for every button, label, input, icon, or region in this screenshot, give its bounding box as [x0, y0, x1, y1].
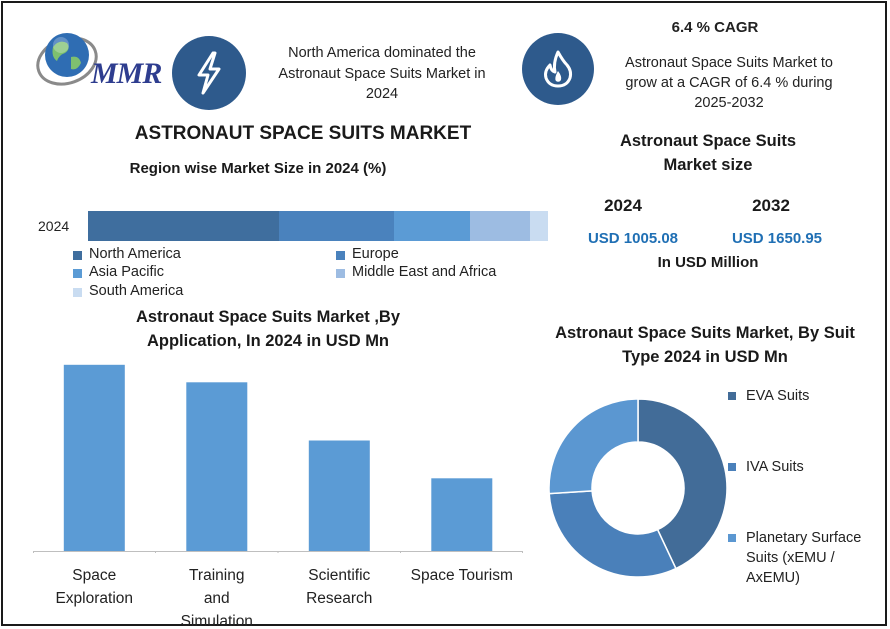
application-bar-scientific-research	[308, 440, 370, 551]
region-segment-south-america	[529, 211, 548, 241]
flame-icon	[544, 50, 573, 88]
application-chart-title: Astronaut Space Suits Market ,By Applica…	[135, 308, 401, 350]
cagr-title: 6.4 % CAGR	[671, 19, 759, 36]
suit-type-legend: EVA Suits IVA Suits Planetary Surface Suit…	[728, 386, 878, 596]
region-segment-middle-east-and-africa	[469, 211, 530, 241]
application-bar-space-exploration	[63, 364, 125, 551]
donut-slice-planetary-surface-suits-xemu-axemu	[548, 398, 639, 495]
suit-type-donut-chart	[548, 398, 728, 578]
application-category-labels: Space Exploration Training and Simulation…	[33, 564, 523, 629]
market-size-title: Astronaut Space Suits Market size	[619, 132, 797, 174]
region-segment-north-america	[88, 211, 279, 241]
market-unit: In USD Million	[657, 254, 759, 271]
region-legend-label-asia-pacific: Asia Pacific	[89, 264, 164, 280]
region-legend-label-europe: Europe	[352, 246, 399, 262]
donut-slice-eva-suits	[637, 398, 728, 570]
lightning-badge	[172, 36, 246, 110]
donut-legend-swatch-eva-suits	[728, 392, 736, 400]
region-legend-swatch-asia-pacific	[73, 269, 82, 278]
region-chart-title: Region wise Market Size in 2024 (%)	[129, 160, 387, 177]
application-bar-training-and-simulation	[186, 382, 248, 551]
application-tick-label-scientific-research: Scientific Research	[306, 567, 373, 607]
region-legend-label-middle-east-and-africa: Middle East and Africa	[352, 264, 497, 280]
globe-icon	[36, 33, 98, 86]
application-bar-chart	[33, 364, 523, 553]
mmr-logo: MMR	[29, 25, 179, 95]
region-stacked-bar	[88, 211, 548, 241]
region-legend-swatch-middle-east-and-africa	[336, 269, 345, 278]
region-category-label: 2024	[38, 218, 70, 234]
region-segment-asia-pacific	[393, 211, 470, 241]
region-legend-swatch-south-america	[73, 288, 82, 297]
region-legend: North America Europe Asia Pacific Middle Ea…	[73, 246, 533, 302]
application-tick-label-space-tourism: Space Tourism	[410, 567, 513, 584]
region-legend-swatch-north-america	[73, 251, 82, 260]
market-year-2032: 2032	[752, 196, 790, 215]
main-title: ASTRONAUT SPACE SUITS MARKET	[134, 123, 472, 144]
market-value-2032: USD 1650.95	[731, 230, 823, 247]
region-legend-label-north-america: North America	[89, 246, 181, 262]
flame-badge	[522, 33, 594, 105]
region-legend-label-south-america: South America	[89, 283, 184, 299]
donut-legend-swatch-iva-suits	[728, 463, 736, 471]
region-legend-swatch-europe	[336, 251, 345, 260]
lightning-icon	[197, 51, 221, 95]
donut-legend-label-iva-suits: IVA Suits	[746, 459, 804, 475]
donut-legend-swatch-planetary-surface-suits-xemu-axemu	[728, 534, 736, 542]
donut-slice-iva-suits	[548, 490, 677, 578]
market-year-2024: 2024	[604, 196, 642, 215]
donut-legend-label-eva-suits: EVA Suits	[746, 388, 810, 404]
cagr-text: Astronaut Space Suits Market to grow at …	[625, 55, 833, 111]
region-segment-europe	[278, 211, 394, 241]
suit-type-chart-title: Astronaut Space Suits Market, By Suit Ty…	[555, 324, 855, 366]
insight-text: North America dominated the Astronaut Sp…	[278, 45, 486, 102]
application-bar-space-tourism	[431, 478, 493, 551]
donut-legend-label-planetary-surface-suits-xemu-axemu: Planetary Surface Suits (xEMU / AxEMU)	[746, 530, 862, 586]
market-value-2024: USD 1005.08	[587, 230, 679, 247]
logo-text: MMR	[91, 57, 162, 90]
application-tick-label-space-exploration: Space Exploration	[55, 567, 134, 607]
application-tick-label-training-and-simulation: Training and Simulation	[180, 567, 253, 629]
